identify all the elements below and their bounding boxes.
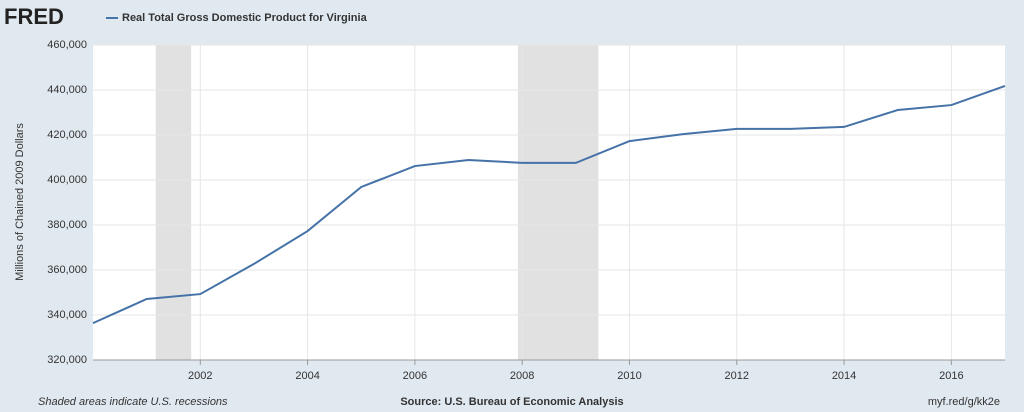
y-tick-label: 400,000 bbox=[47, 174, 87, 186]
y-tick-label: 360,000 bbox=[47, 264, 87, 276]
legend-label: Real Total Gross Domestic Product for Vi… bbox=[122, 12, 368, 24]
y-tick-label: 420,000 bbox=[47, 129, 87, 141]
y-tick-label: 440,000 bbox=[47, 84, 87, 96]
x-tick-label: 2010 bbox=[617, 370, 641, 382]
link: myf.red/g/kk2e bbox=[928, 396, 1000, 408]
y-tick-label: 340,000 bbox=[47, 309, 87, 321]
x-tick-label: 2008 bbox=[510, 370, 534, 382]
y-tick-label: 380,000 bbox=[47, 219, 87, 231]
y-tick-label: 460,000 bbox=[47, 39, 87, 51]
y-axis-label: Millions of Chained 2009 Dollars bbox=[14, 123, 26, 281]
logo: FRED bbox=[4, 4, 64, 29]
data-line bbox=[92, 85, 1006, 325]
footnote: Shaded areas indicate U.S. recessions bbox=[38, 396, 228, 408]
recession-band bbox=[155, 45, 192, 360]
recession-band bbox=[517, 45, 599, 360]
x-tick-label: 2014 bbox=[832, 370, 856, 382]
source: Source: U.S. Bureau of Economic Analysis bbox=[400, 396, 623, 408]
x-tick-label: 2002 bbox=[188, 370, 212, 382]
y-tick-label: 320,000 bbox=[47, 354, 87, 366]
x-tick-label: 2012 bbox=[725, 370, 749, 382]
x-tick-label: 2016 bbox=[939, 370, 963, 382]
x-tick-label: 2006 bbox=[403, 370, 427, 382]
x-tick-label: 2004 bbox=[295, 370, 319, 382]
